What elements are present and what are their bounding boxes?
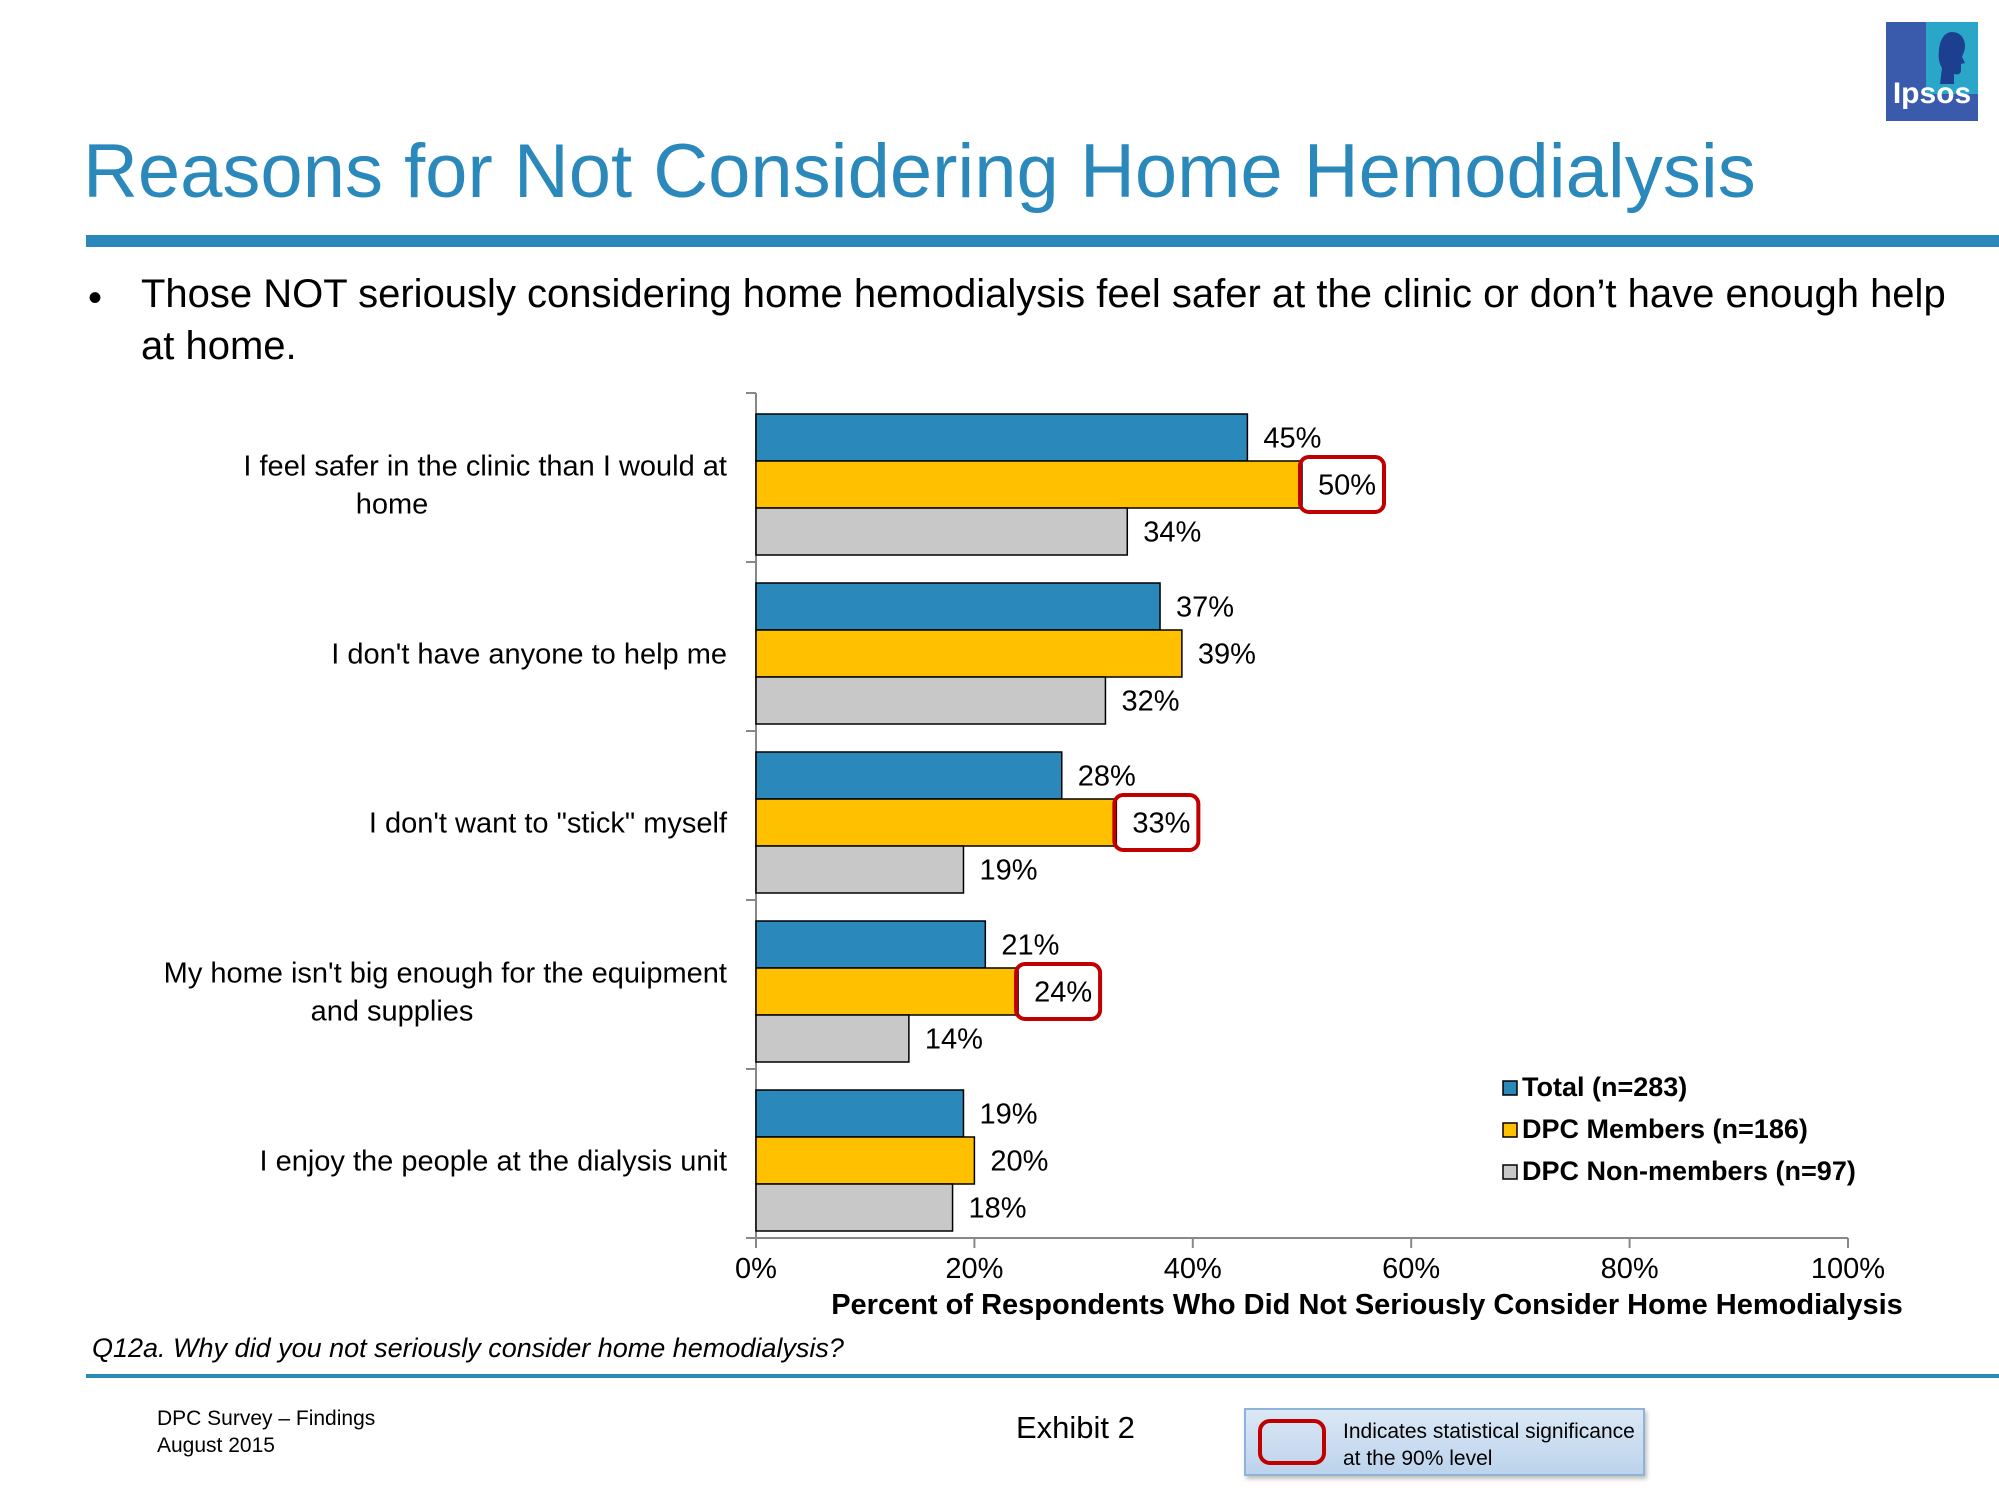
footer-date: August 2015 (157, 1434, 275, 1457)
significance-swatch (1258, 1419, 1326, 1465)
significance-highlight (1014, 962, 1103, 1021)
legend-label: DPC Members (n=186) (1522, 1114, 1808, 1144)
category-label-line: I enjoy the people at the dialysis unit (259, 1146, 727, 1178)
bar (755, 1136, 976, 1185)
bar (755, 676, 1107, 725)
bar (755, 1183, 954, 1232)
data-label: 37% (1176, 592, 1234, 624)
data-label: 18% (969, 1193, 1027, 1225)
x-tick-label: 20% (945, 1253, 1003, 1285)
head-silhouette-icon (1938, 32, 1965, 84)
x-tick-label: 0% (735, 1253, 777, 1285)
data-label: 45% (1263, 423, 1321, 455)
category-label-line: I don't want to "stick" myself (369, 808, 728, 840)
bar (755, 967, 1019, 1016)
data-label: 39% (1198, 639, 1256, 671)
bar (755, 629, 1183, 678)
category-label: My home isn't big enough for the equipme… (164, 958, 727, 1028)
data-label: 19% (979, 855, 1037, 887)
x-tick-label: 100% (1811, 1253, 1885, 1285)
bar (755, 507, 1129, 556)
bar (755, 798, 1118, 847)
category-label-line: home (356, 489, 429, 521)
bar (755, 751, 1063, 800)
footer-info: DPC Survey – Findings August 2015 (157, 1405, 375, 1459)
logo-text: Ipsos (1892, 77, 1972, 110)
significance-highlight (1112, 793, 1201, 852)
bar (755, 1014, 910, 1063)
category-label: I enjoy the people at the dialysis unit (259, 1146, 727, 1178)
category-label-line: and supplies (311, 996, 474, 1028)
survey-question: Q12a. Why did you not seriously consider… (92, 1333, 844, 1363)
x-tick-label: 40% (1164, 1253, 1222, 1285)
legend-swatch (1502, 1080, 1518, 1096)
bar (755, 845, 965, 894)
significance-legend: Indicates statistical significance at th… (1244, 1408, 1645, 1476)
x-tick-label: 80% (1601, 1253, 1659, 1285)
data-label: 20% (990, 1146, 1048, 1178)
bullet-text: Those NOT seriously considering home hem… (141, 272, 1946, 368)
data-label: 14% (925, 1024, 983, 1056)
data-label: 33% (1132, 808, 1190, 840)
data-label: 34% (1143, 517, 1201, 549)
category-label: I feel safer in the clinic than I would … (243, 451, 727, 521)
significance-note: Indicates statistical significance at th… (1343, 1420, 1635, 1470)
bar (755, 920, 987, 969)
data-label: 19% (979, 1099, 1037, 1131)
significance-highlight (1298, 455, 1386, 514)
data-label: 50% (1318, 470, 1376, 502)
category-label: I don't want to "stick" myself (369, 808, 728, 840)
x-tick-label: 60% (1382, 1253, 1440, 1285)
page-title: Reasons for Not Considering Home Hemodia… (83, 129, 1756, 214)
data-label: 21% (1001, 930, 1059, 962)
exhibit-label: Exhibit 2 (1016, 1410, 1135, 1445)
bullet-icon: • (88, 276, 103, 320)
footer-divider (86, 1374, 1999, 1378)
x-axis-title: Percent of Respondents Who Did Not Serio… (831, 1289, 1903, 1321)
legend-swatch (1502, 1122, 1518, 1138)
category-label-line: My home isn't big enough for the equipme… (164, 958, 727, 990)
category-label-line: I feel safer in the clinic than I would … (243, 451, 727, 483)
bar-chart: 0% 20% 40% 60% 80% 100% Percent of Respondents… (164, 392, 1903, 1321)
category-label-line: I don't have anyone to help me (331, 639, 727, 671)
bar (755, 413, 1249, 462)
data-label: 24% (1034, 977, 1092, 1009)
data-label: 28% (1078, 761, 1136, 793)
bar (755, 1089, 965, 1138)
legend-label: Total (n=283) (1522, 1072, 1687, 1102)
legend-label: DPC Non-members (n=97) (1522, 1156, 1856, 1186)
bar (755, 582, 1161, 631)
ipsos-logo: Ipsos (1886, 22, 1978, 121)
bar (755, 460, 1303, 509)
category-label: I don't have anyone to help me (331, 639, 727, 671)
footer-survey: DPC Survey – Findings (157, 1407, 376, 1430)
data-label: 32% (1121, 686, 1179, 718)
legend-swatch (1502, 1164, 1518, 1180)
title-divider (86, 235, 1999, 247)
